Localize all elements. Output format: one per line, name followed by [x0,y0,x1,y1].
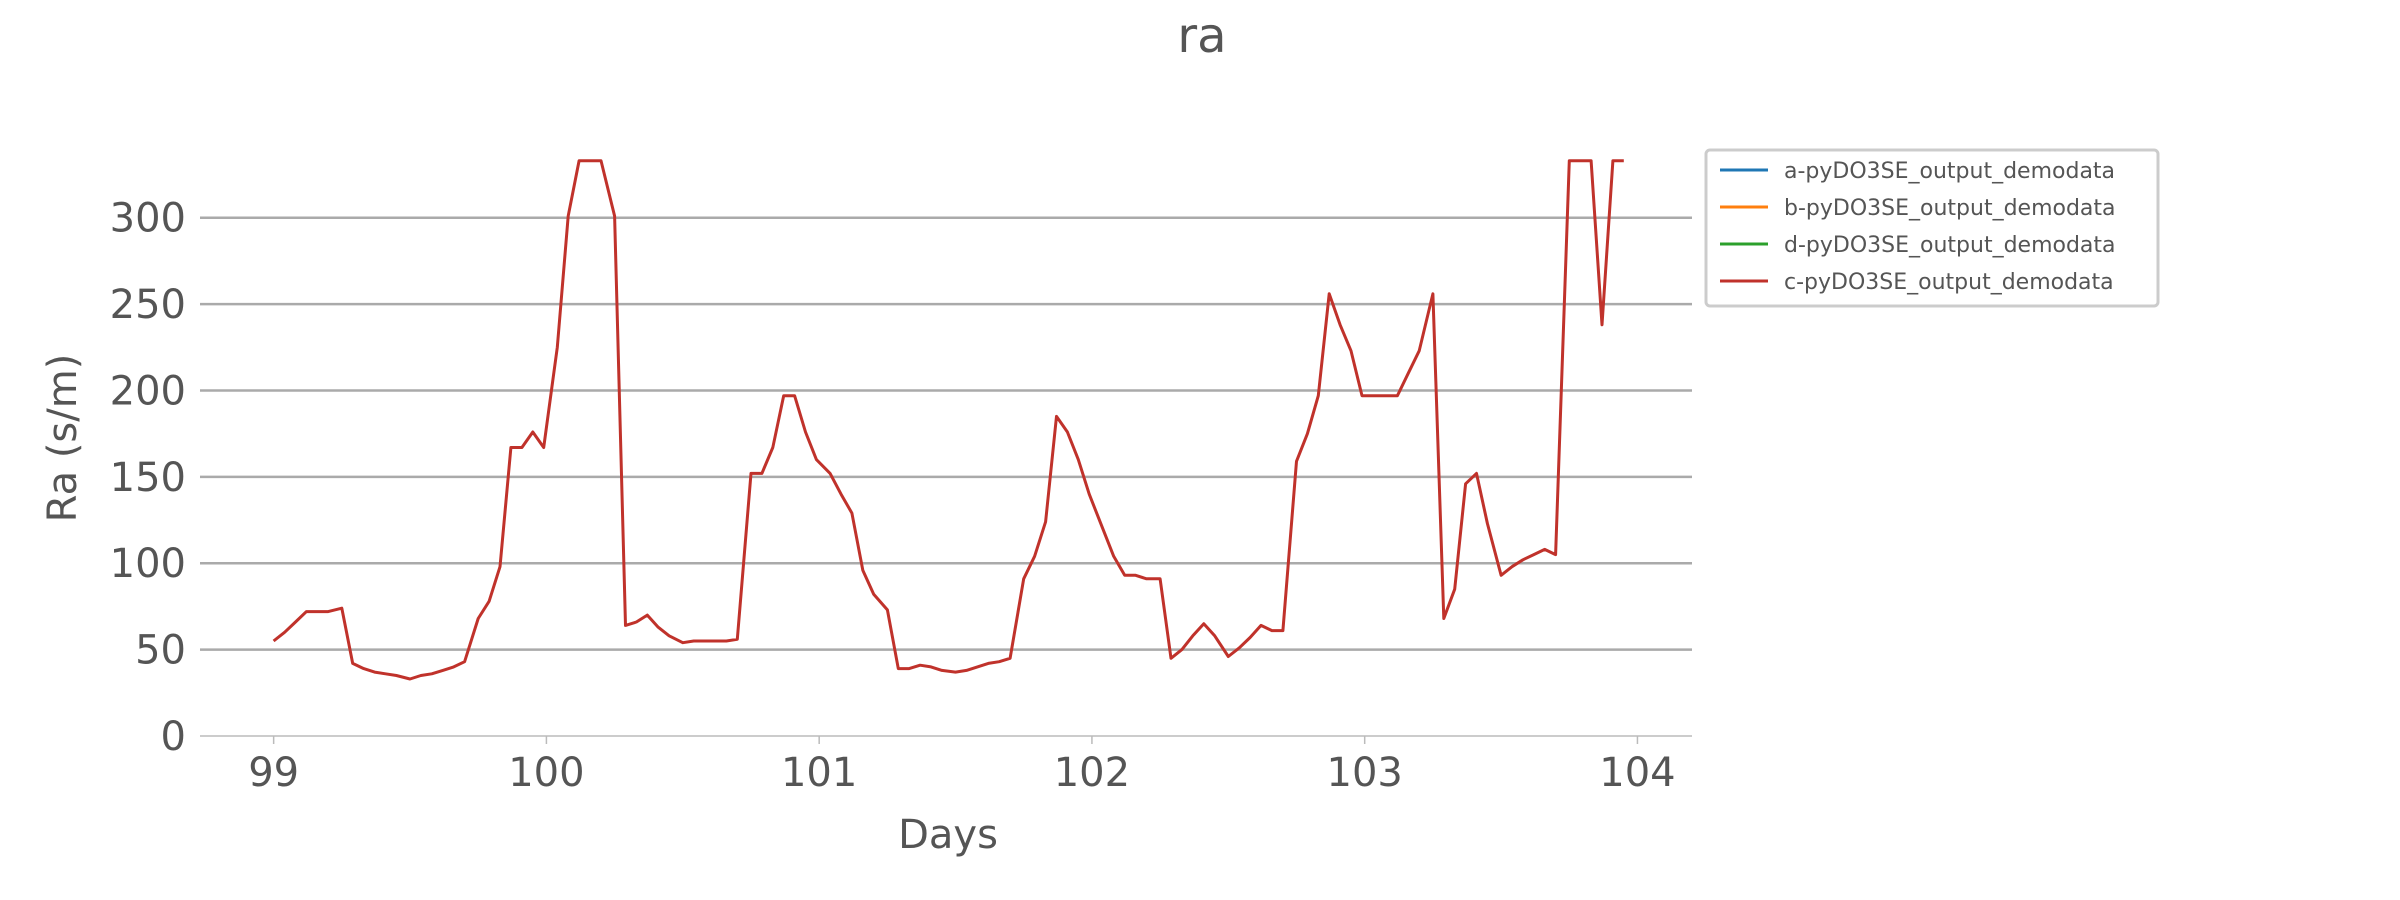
legend-label-2: b-pyDO3SE_output_demodata [1784,196,2116,221]
legend-label-3: d-pyDO3SE_output_demodata [1784,233,2116,258]
x-axis-ticks: 99 100 101 102 103 104 [248,736,1676,796]
chart-title: ra [1177,8,1226,64]
x-tick-label: 101 [781,750,857,796]
y-axis-label: Ra (s/m) [40,354,86,523]
gridlines [200,216,1692,651]
x-tick-label: 100 [508,750,584,796]
y-tick-label: 100 [110,541,186,587]
legend: a-pyDO3SE_output_demodata b-pyDO3SE_outpu… [1704,148,2160,308]
series-line-4 [272,159,1624,681]
x-tick-label: 99 [248,750,299,796]
y-tick-label: 250 [110,282,186,328]
x-tick-label: 104 [1599,750,1675,796]
y-tick-label: 0 [161,714,186,760]
legend-frame [1704,148,2160,308]
y-tick-label: 200 [110,368,186,414]
x-tick-label: 102 [1054,750,1130,796]
legend-label-4: c-pyDO3SE_output_demodata [1784,270,2114,295]
x-tick-label: 103 [1327,750,1403,796]
y-tick-label: 50 [135,628,186,674]
x-axis-label: Days [898,812,998,858]
series-lines [272,159,1624,681]
y-tick-label: 150 [110,455,186,501]
y-axis-ticks: 0 50 100 150 200 250 300 [110,196,186,760]
legend-label-1: a-pyDO3SE_output_demodata [1784,159,2115,184]
y-tick-label: 300 [110,196,186,242]
